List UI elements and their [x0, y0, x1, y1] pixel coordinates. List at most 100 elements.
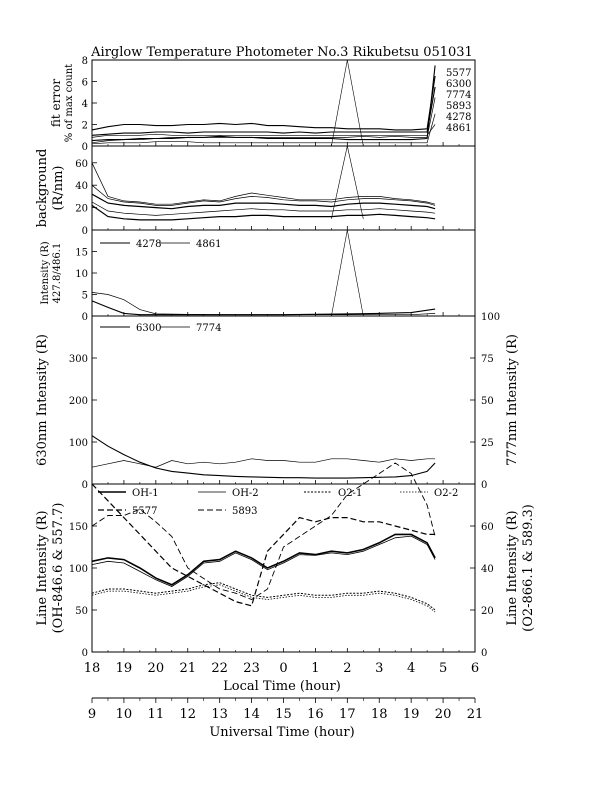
y-tick-label: 0 — [82, 312, 88, 323]
y-tick-label: 75 — [481, 354, 494, 365]
y-tick-label: 60 — [75, 159, 88, 170]
ut-tick-label: 10 — [116, 707, 133, 722]
y-tick-label: 2 — [82, 121, 88, 132]
oh-series-5893 — [91, 462, 436, 601]
bg-series-line — [91, 184, 436, 206]
local-tick-label: 22 — [211, 661, 228, 676]
y-tick-label: 40 — [481, 564, 494, 575]
local-tick-label: 23 — [243, 661, 260, 676]
fit-series-label: 4861 — [446, 123, 471, 134]
legend-label-O2-1: O2-1 — [338, 488, 362, 499]
legend-label-5577: 5577 — [132, 506, 157, 517]
fit-series-label: 5577 — [446, 68, 471, 79]
y-tick-label: 0 — [481, 648, 487, 659]
local-tick-label: 0 — [279, 661, 287, 676]
bg-spike-line — [331, 145, 364, 219]
fit-series-label: 5893 — [446, 101, 471, 112]
y-tick-label: 5 — [82, 291, 88, 302]
oh-series-OH-1 — [91, 533, 436, 586]
y-tick-label: 6 — [82, 78, 88, 89]
y-tick-label: 20 — [75, 204, 88, 215]
ut-tick-label: 20 — [435, 707, 452, 722]
ut-tick-label: 21 — [467, 707, 484, 722]
y-tick-label: 0 — [82, 480, 88, 491]
local-tick-label: 6 — [471, 661, 479, 676]
fit-series-label: 4278 — [446, 112, 471, 123]
y-tick-label: 60 — [481, 522, 494, 533]
ut-label: Universal Time (hour) — [209, 725, 354, 740]
oh-series-OH-2 — [91, 535, 436, 587]
fit-ylabel: fit error — [49, 79, 63, 127]
y-tick-label: 50 — [75, 606, 88, 617]
oh-ylabel-right-sub: (O2-866.1 & 589.3) — [521, 504, 536, 632]
oh-ylabel-left: Line Intensity (R) — [35, 510, 50, 625]
y-tick-label: 150 — [69, 522, 88, 533]
y-tick-label: 15 — [75, 248, 88, 259]
local-tick-label: 3 — [375, 661, 383, 676]
bg-series-line — [91, 201, 436, 216]
fit-series-label: 7774 — [446, 90, 471, 101]
y-tick-label: 20 — [481, 606, 494, 617]
blue-ylabel: Intensity (R) — [40, 241, 51, 304]
bg-ylabel-sub: (R/nm) — [51, 165, 66, 210]
chart-title: Airglow Temperature Photometer No.3 Riku… — [90, 45, 473, 60]
panel-red-frame — [91, 315, 476, 485]
red-ylabel-right: 777nm Intensity (R) — [505, 334, 520, 466]
y-tick-label: 300 — [69, 354, 88, 365]
fit-series-line — [91, 97, 436, 144]
local-tick-label: 4 — [407, 661, 415, 676]
y-tick-label: 0 — [82, 648, 88, 659]
red-ylabel-left: 630nm Intensity (R) — [35, 334, 50, 466]
local-tick-label: 21 — [179, 661, 196, 676]
y-tick-label: 8 — [82, 56, 88, 67]
bg-ylabel: background — [35, 149, 50, 228]
fit-series-line — [91, 76, 436, 131]
fit-series-line — [91, 113, 436, 145]
oh-series-O2-1 — [91, 582, 436, 611]
legend-label-6300: 6300 — [136, 323, 161, 334]
fit-series-label: 6300 — [446, 79, 471, 90]
plot-layer — [91, 59, 436, 613]
y-tick-label: 50 — [481, 396, 494, 407]
legend-label-4278: 4278 — [136, 239, 161, 250]
local-time-label: Local Time (hour) — [223, 679, 341, 694]
y-tick-label: 200 — [69, 396, 88, 407]
local-tick-label: 18 — [84, 661, 101, 676]
fit-ylabel-sub: % of max count — [64, 64, 75, 142]
y-tick-label: 0 — [82, 142, 88, 153]
ut-tick-label: 16 — [307, 707, 324, 722]
ut-tick-label: 12 — [179, 707, 196, 722]
oh-ylabel-left-sub: (OH-846.6 & 557.7) — [51, 503, 66, 634]
fit-series-line — [91, 124, 436, 138]
y-tick-label: 100 — [481, 312, 500, 323]
legend-label-7774: 7774 — [196, 323, 221, 334]
ut-tick-label: 19 — [403, 707, 420, 722]
bg-series-line — [91, 162, 436, 205]
local-tick-label: 19 — [116, 661, 133, 676]
fit-series-line — [91, 65, 436, 142]
local-tick-label: 1 — [311, 661, 319, 676]
red-series-6300 — [91, 435, 436, 479]
y-tick-label: 4 — [82, 99, 88, 110]
y-tick-label: 25 — [481, 438, 494, 449]
ut-tick-label: 13 — [211, 707, 228, 722]
bg-series-line — [91, 204, 436, 221]
blue-series-4861 — [91, 292, 436, 316]
ut-tick-label: 18 — [371, 707, 388, 722]
blue-spike-line — [331, 229, 364, 317]
legend-label-4861: 4861 — [196, 239, 221, 250]
oh-series-O2-2 — [91, 584, 436, 613]
bg-series-line — [91, 193, 436, 210]
y-tick-label: 0 — [82, 226, 88, 237]
y-tick-label: 100 — [69, 438, 88, 449]
red-series-7774 — [91, 458, 436, 468]
fit-spike-line — [331, 59, 364, 147]
legend-label-O2-2: O2-2 — [434, 488, 458, 499]
ut-tick-label: 15 — [275, 707, 292, 722]
legend-label-OH-2: OH-2 — [232, 488, 259, 499]
local-tick-label: 2 — [343, 661, 351, 676]
legend-label-OH-1: OH-1 — [132, 488, 159, 499]
ut-tick-label: 11 — [148, 707, 165, 722]
